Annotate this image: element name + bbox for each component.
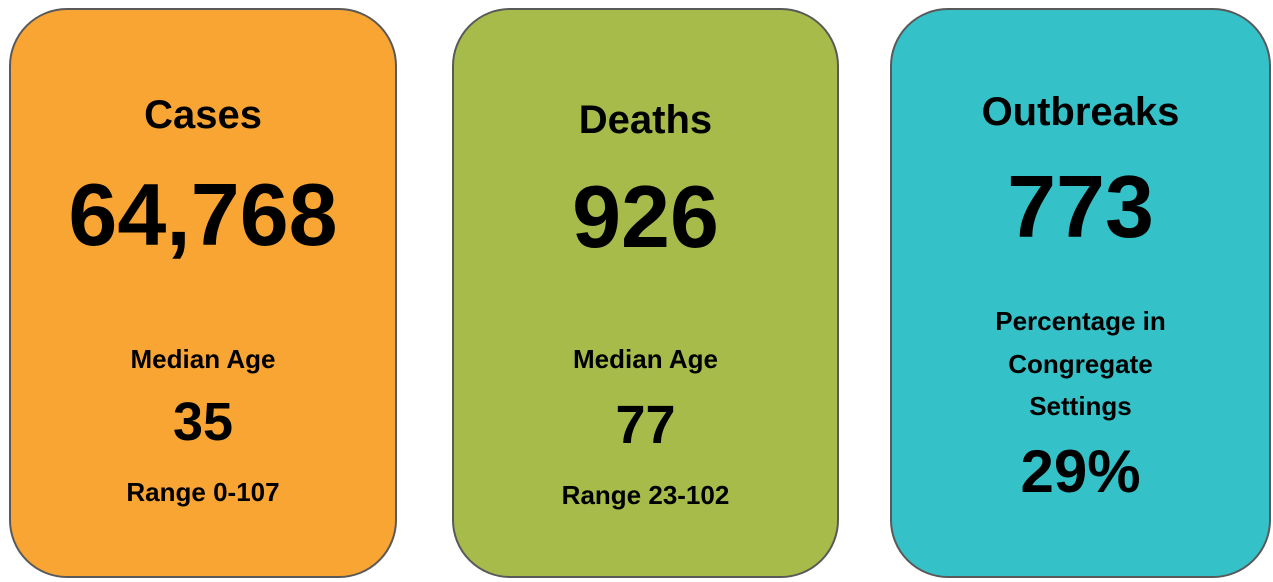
card-value: 64,768 [68,165,338,264]
card-label: Settings [1029,391,1132,421]
card-title: Deaths [578,98,713,142]
card-value: 773 [1007,157,1154,256]
deaths-card: Deaths 926 Median Age 77 Range 23-102 [452,8,839,578]
outbreaks-card: Outbreaks 773 Percentage in Congregate S… [890,8,1271,578]
card-label: Percentage in [995,306,1166,336]
card-label: Congregate [1008,349,1153,379]
card-stat: 77 [615,395,676,455]
cases-card: Cases 64,768 Median Age 35 Range 0-107 [9,8,397,578]
card-range: Range 23-102 [561,480,730,510]
card-title: Cases [144,93,262,137]
card-label: Median Age [573,344,718,374]
card-stat: 35 [172,392,234,452]
card-label: Median Age [130,344,276,374]
card-value: 926 [572,167,719,266]
card-stat: 29% [1020,438,1141,505]
card-title: Outbreaks [981,90,1180,134]
card-range: Range 0-107 [126,477,280,507]
